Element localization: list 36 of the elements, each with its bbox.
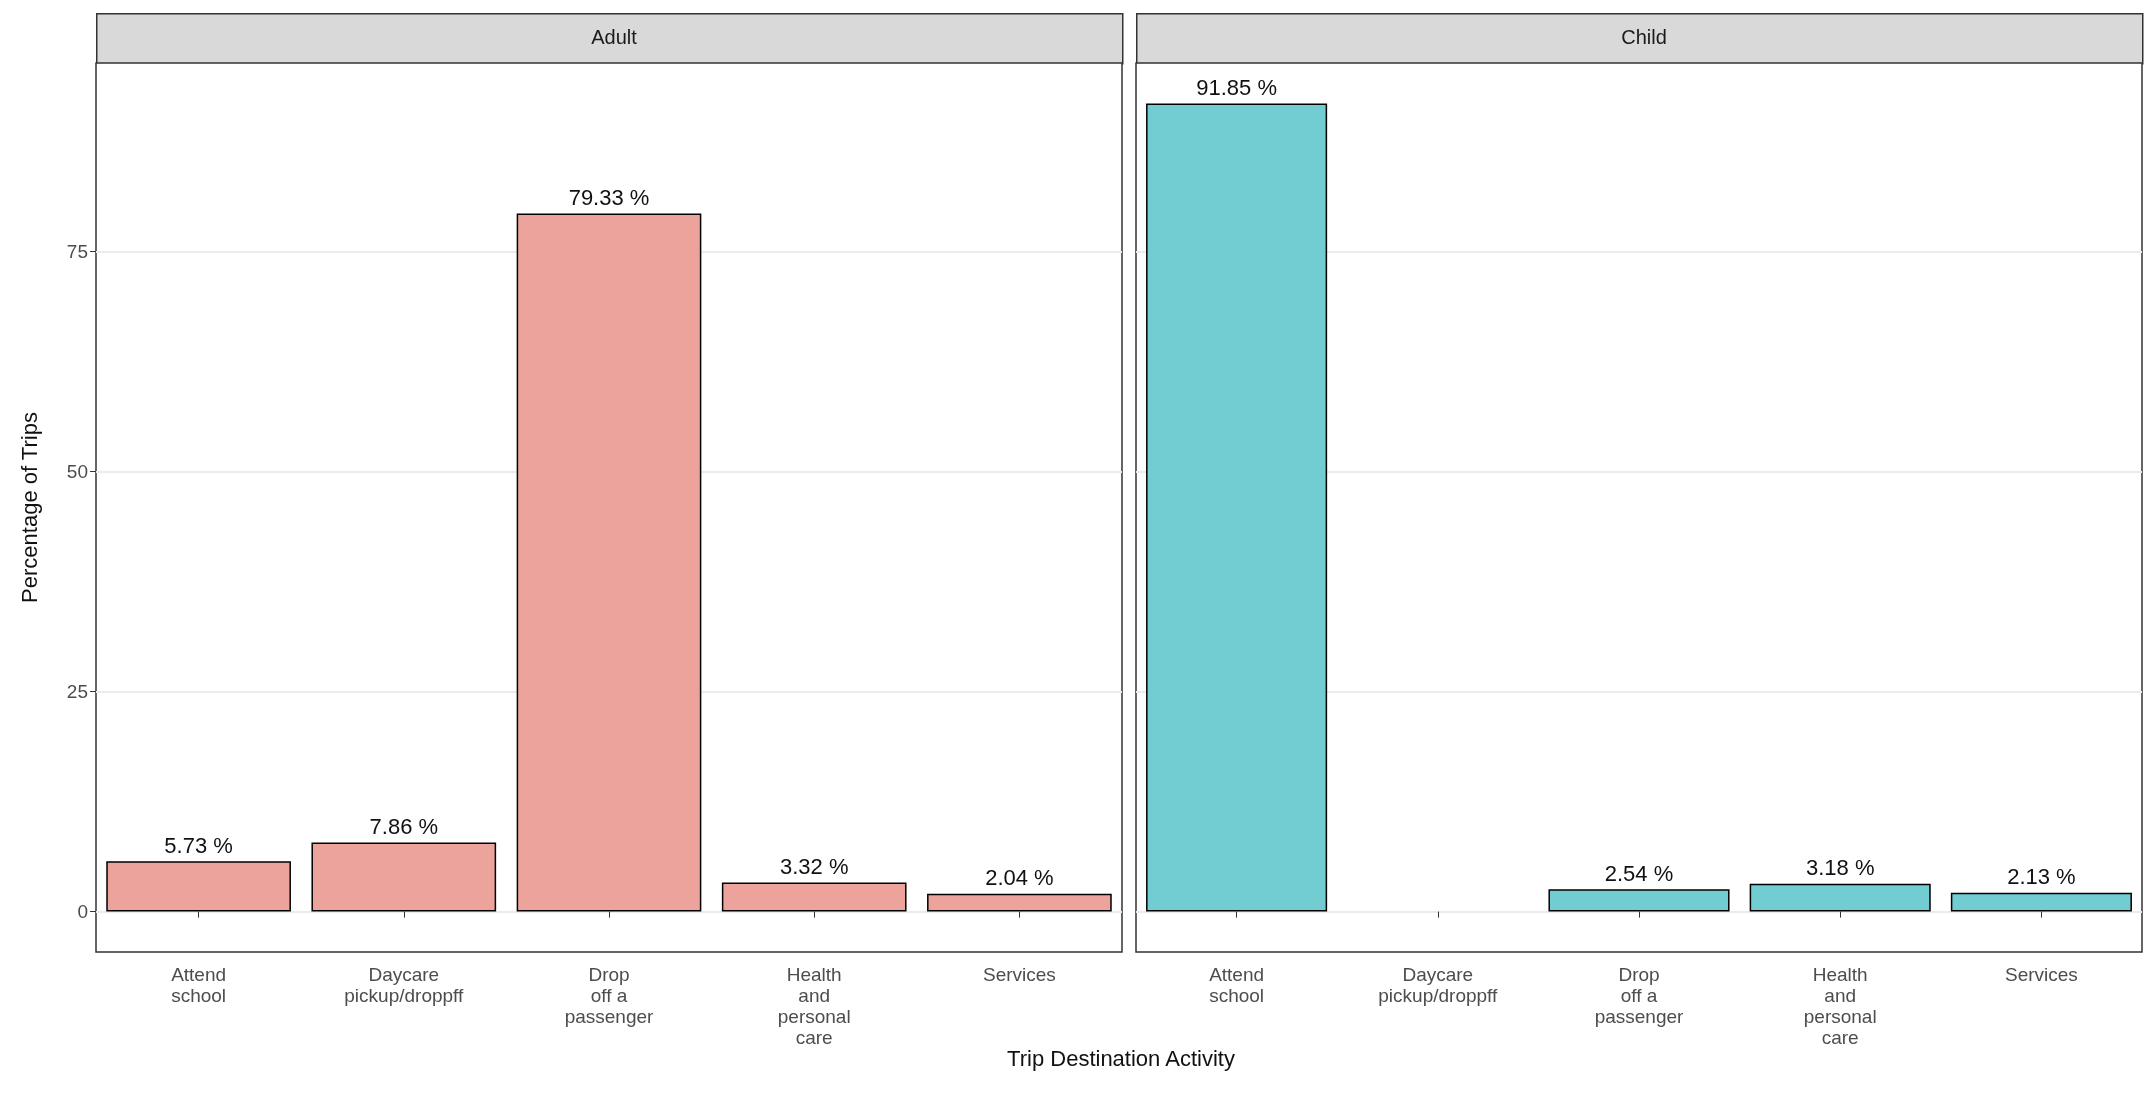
x-tick-label: Health and personal care — [1803, 964, 1877, 1048]
data-label: 79.33 % — [568, 185, 650, 211]
data-label: 7.86 % — [369, 813, 439, 839]
x-tick-label: Daycare pickup/droppff — [344, 964, 465, 1006]
bar — [1749, 883, 1931, 912]
data-label: 2.13 % — [2007, 864, 2076, 890]
y-axis-title: Percentage of Trips — [16, 412, 42, 603]
data-label: 3.32 % — [779, 853, 849, 879]
bar — [516, 213, 702, 912]
data-label: 2.54 % — [1604, 860, 1674, 886]
x-tick-label: Services — [2004, 964, 2078, 985]
x-tick-label: Health and personal care — [777, 964, 851, 1048]
x-tick-label: Attend school — [171, 964, 227, 1006]
y-tick-label: 0 — [77, 901, 88, 923]
bar — [1950, 892, 2132, 912]
bar — [1548, 889, 1730, 912]
chart-title: Adult — [591, 26, 638, 48]
x-tick-label: Daycare pickup/droppff — [1378, 964, 1499, 1006]
bar — [927, 893, 1112, 912]
y-tick-label: 25 — [66, 681, 88, 703]
bar — [311, 842, 497, 912]
data-label: 5.73 % — [164, 832, 233, 858]
data-label: 91.85 % — [1196, 74, 1277, 100]
y-tick-label: 75 — [66, 241, 88, 263]
y-tick-label: 50 — [66, 461, 88, 483]
x-tick-label: Drop off a passenger — [564, 964, 655, 1027]
data-label: 3.18 % — [1805, 855, 1875, 881]
bar — [721, 882, 907, 912]
x-axis-title: Trip Destination Activity — [1007, 1046, 1235, 1071]
x-tick-label: Services — [982, 964, 1056, 985]
bar — [106, 861, 291, 912]
data-label: 2.04 % — [985, 865, 1054, 891]
x-tick-label: Drop off a passenger — [1594, 964, 1685, 1027]
chart-title: Child — [1621, 26, 1667, 48]
x-tick-label: Attend school — [1209, 964, 1265, 1006]
bar — [1146, 103, 1328, 912]
